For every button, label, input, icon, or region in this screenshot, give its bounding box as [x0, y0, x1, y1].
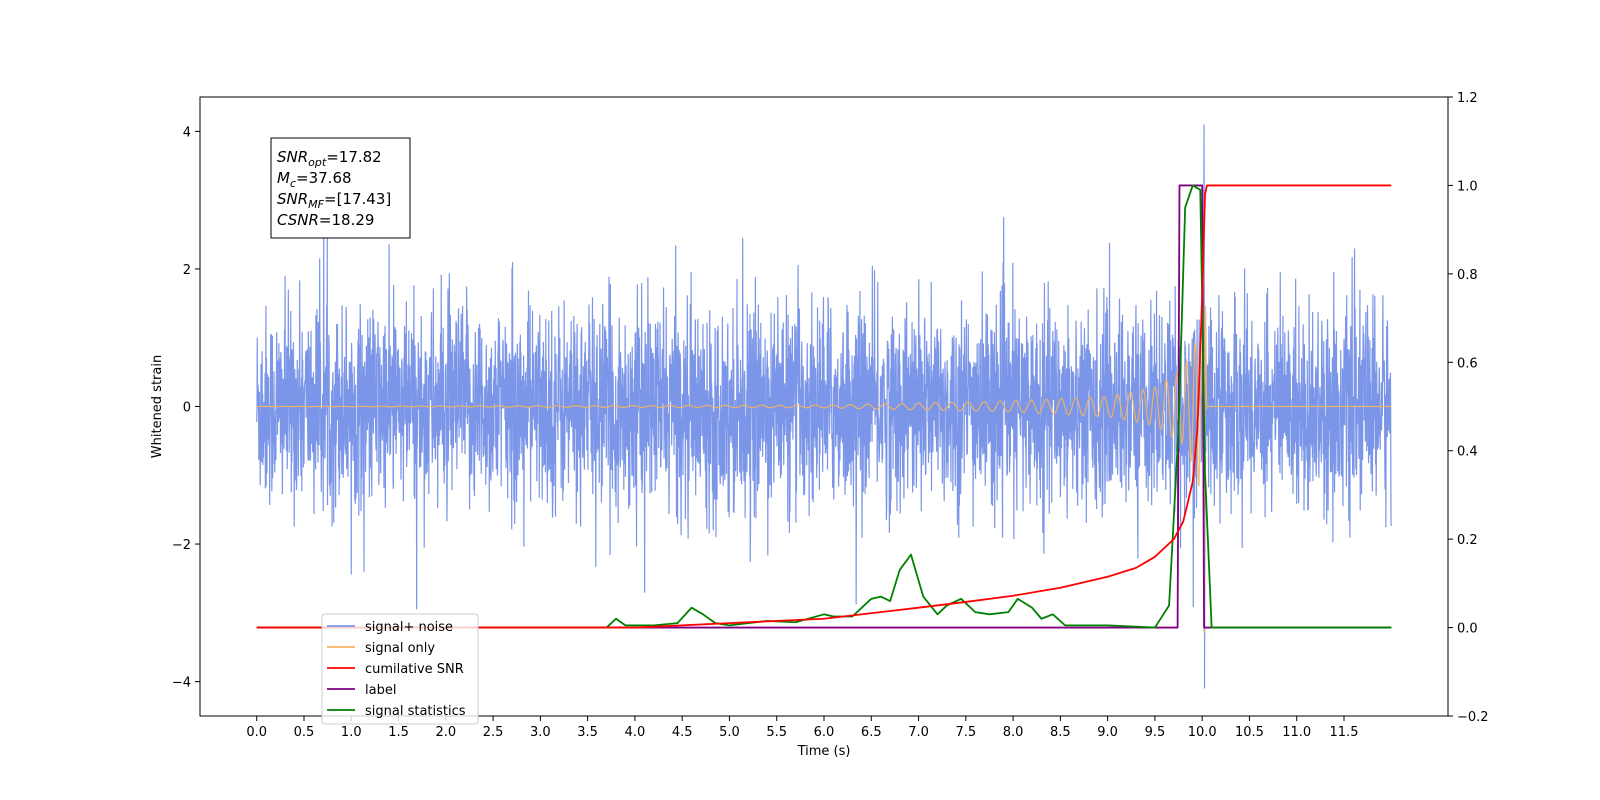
- annotation-frame: [270, 137, 411, 239]
- x-tick-label: 0.5: [294, 725, 315, 740]
- x-tick-label: 10.5: [1235, 725, 1264, 740]
- legend-entry: cumilative SNR: [365, 662, 464, 677]
- x-tick-label: 6.0: [814, 725, 835, 740]
- annotation-line: SNRopt=17.82: [277, 148, 382, 169]
- legend-frame: [321, 613, 479, 725]
- annotation-value: =37.68: [296, 169, 352, 187]
- annotation-value: =17.82: [326, 148, 382, 166]
- x-tick-label: 4.0: [625, 725, 646, 740]
- y-left-tick-label: −4: [172, 676, 191, 691]
- y-left-tick-label: 0: [183, 401, 191, 416]
- snr-annotation-box: SNRopt=17.82Mc=37.68SNRMF=[17.43]CSNR=18…: [270, 137, 411, 239]
- annotation-var: SNR: [277, 148, 308, 166]
- y-right-tick-label: 0.8: [1457, 268, 1478, 283]
- x-tick-label: 4.5: [672, 725, 693, 740]
- legend-entry: label: [365, 683, 396, 698]
- legend-entry: signal statistics: [365, 704, 466, 719]
- x-tick-label: 11.0: [1282, 725, 1311, 740]
- x-tick-label: 3.0: [530, 725, 551, 740]
- y-right-tick-label: −0.2: [1457, 710, 1489, 725]
- y-axis-label: Whitened strain: [150, 355, 165, 458]
- y-right-tick-label: 1.2: [1457, 91, 1478, 106]
- series-signal-statistics: [256, 184, 1392, 629]
- x-tick-label: 8.5: [1050, 725, 1071, 740]
- legend-entry: signal only: [365, 641, 435, 656]
- x-tick-label: 5.0: [719, 725, 740, 740]
- y-axis-left: 4 2 0 −2 −4: [172, 125, 200, 691]
- x-tick-label: 7.5: [955, 725, 976, 740]
- legend: signal+ noise signal only cumilative SNR la…: [321, 613, 479, 725]
- x-tick-label: 0.0: [246, 725, 267, 740]
- y-axis-right: 1.2 1.0 0.8 0.6 0.4 0.2 0.0 −0.2: [1448, 91, 1489, 725]
- annotation-line: CSNR=18.29: [277, 211, 374, 229]
- x-tick-label: 9.0: [1097, 725, 1118, 740]
- x-tick-label: 11.5: [1330, 725, 1359, 740]
- y-left-tick-label: 2: [183, 263, 191, 278]
- series-cumulative-snr: [256, 184, 1392, 629]
- annotation-var: SNR: [277, 190, 308, 208]
- legend-entry: signal+ noise: [365, 620, 453, 635]
- x-tick-label: 1.0: [341, 725, 362, 740]
- annotation-value: =[17.43]: [324, 190, 391, 208]
- y-left-tick-label: 4: [183, 125, 191, 140]
- x-tick-label: 1.5: [388, 725, 409, 740]
- x-tick-label: 9.5: [1145, 725, 1166, 740]
- annotation-sub: c: [290, 177, 296, 190]
- y-right-tick-label: 0.2: [1457, 533, 1478, 548]
- x-tick-label: 10.0: [1188, 725, 1217, 740]
- annotation-value: =18.29: [319, 211, 375, 229]
- x-tick-label: 5.5: [766, 725, 787, 740]
- x-tick-label: 6.5: [861, 725, 882, 740]
- x-axis-label: Time (s): [797, 744, 851, 759]
- y-right-tick-label: 0.6: [1457, 356, 1478, 371]
- x-tick-label: 2.5: [483, 725, 504, 740]
- x-tick-label: 3.5: [577, 725, 598, 740]
- x-tick-label: 7.0: [908, 725, 929, 740]
- annotation-sub: MF: [308, 198, 324, 211]
- plot-area: [256, 124, 1392, 689]
- annotation-sub: opt: [308, 156, 327, 169]
- y-right-tick-label: 0.4: [1457, 445, 1478, 460]
- y-right-tick-label: 0.0: [1457, 622, 1478, 637]
- annotation-line: Mc=37.68: [277, 169, 352, 190]
- annotation-var: M: [277, 169, 290, 187]
- x-tick-label: 8.0: [1003, 725, 1024, 740]
- y-right-tick-label: 1.0: [1457, 179, 1478, 194]
- x-tick-label: 2.0: [435, 725, 456, 740]
- annotation-var: CSNR: [277, 211, 319, 229]
- x-axis: 0.0 0.5 1.0 1.5 2.0 2.5 3.0 3.5 4.0 4.5 5.0 5.5 6.0 6…: [246, 716, 1358, 740]
- y-left-tick-label: −2: [172, 538, 191, 553]
- annotation-line: SNRMF=[17.43]: [277, 190, 391, 211]
